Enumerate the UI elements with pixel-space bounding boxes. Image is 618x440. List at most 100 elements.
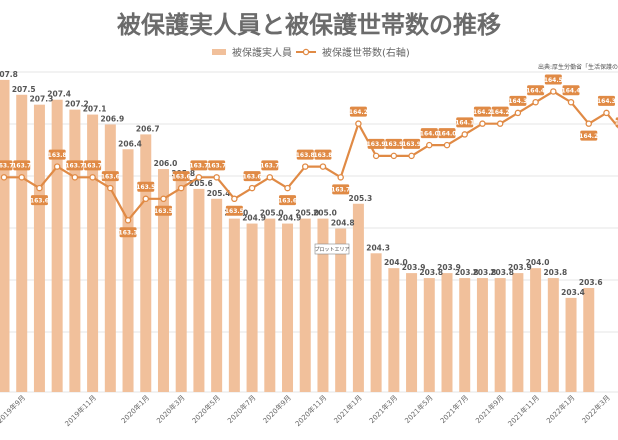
line-label-box-4	[66, 160, 84, 171]
line-label-box-15	[261, 160, 279, 171]
line-point-2	[36, 184, 43, 192]
legend-line-marker	[302, 48, 310, 56]
source-note: 出典:厚生労働省「生活保護の	[538, 63, 618, 71]
line-label-32: 164.4	[562, 88, 581, 95]
line-label-2: 163.6	[30, 197, 49, 204]
line-point-19	[337, 174, 344, 181]
bar-7	[122, 149, 134, 392]
line-point-7	[124, 217, 132, 224]
plot-area-note-box	[314, 243, 350, 255]
line-label-20: 164.2	[349, 109, 368, 116]
bar-27	[476, 278, 488, 392]
bar-3	[51, 99, 63, 392]
line-label-14: 163.6	[243, 173, 262, 180]
line-point-22	[390, 152, 398, 160]
bar-label-16: 204.9	[278, 214, 302, 223]
line-label-box-13	[225, 205, 243, 216]
line-label-31: 164.5	[544, 77, 563, 84]
bar-20	[352, 203, 364, 392]
plot-area-note: プロットエリア	[314, 243, 350, 255]
bar-label-30: 204.0	[526, 258, 550, 267]
line-point-10	[177, 184, 185, 192]
line-label-24: 164.0	[420, 130, 439, 137]
bar-6	[104, 124, 116, 392]
line-label-17: 163.8	[296, 152, 315, 159]
line-label-box-8	[137, 181, 155, 192]
bar-label-22: 204.0	[384, 258, 408, 267]
line-label-box-21	[367, 138, 385, 149]
bar-19	[335, 228, 347, 392]
line-label-box-7	[119, 227, 137, 238]
line-point-18	[319, 163, 327, 170]
line-label-box-29	[509, 95, 527, 106]
line-label-4: 163.7	[65, 163, 84, 170]
bar-label-24: 203.8	[419, 268, 443, 277]
line-label-18: 163.8	[313, 152, 332, 159]
line-label-6: 163.6	[101, 173, 120, 180]
line-point-9	[160, 195, 167, 203]
bar-label-31: 203.8	[543, 268, 567, 277]
line-label-box-14	[243, 171, 261, 182]
line-label-box-18	[314, 149, 332, 160]
bar-30	[530, 268, 542, 392]
line-label-box-34	[597, 95, 615, 106]
bar-14	[246, 223, 258, 392]
bar-label-20: 205.3	[349, 194, 373, 203]
bar-16	[282, 223, 294, 392]
bar-label-33: 203.6	[579, 278, 603, 287]
line-point-13	[231, 195, 238, 203]
line-point-17	[301, 163, 309, 170]
line-series	[0, 88, 618, 224]
line-path	[4, 90, 618, 222]
line-point-28	[496, 120, 504, 127]
line-label-23: 163.9	[402, 141, 421, 148]
bar-32	[565, 297, 577, 392]
line-data-labels: 163.7163.7163.6163.8163.7163.7163.6163.3…	[0, 74, 618, 238]
line-label-box-26	[456, 117, 474, 128]
bar-2	[33, 104, 45, 392]
line-label-box-12	[208, 160, 226, 171]
line-label-box-2	[30, 195, 48, 206]
bar-label-15: 205.0	[260, 209, 284, 218]
line-label-9: 163.5	[154, 208, 173, 215]
line-point-33	[585, 120, 593, 127]
bar-label-6: 206.9	[100, 114, 124, 123]
line-label-box-24	[420, 128, 438, 139]
line-point-5	[89, 174, 96, 181]
line-label-26: 164.1	[455, 120, 474, 127]
line-label-box-20	[349, 106, 367, 117]
bar-label-26: 203.8	[455, 268, 479, 277]
bar-0	[0, 79, 10, 393]
line-point-24	[426, 141, 433, 149]
bar-label-1: 207.5	[12, 85, 36, 94]
bar-label-23: 203.9	[402, 263, 426, 272]
line-point-3	[53, 163, 61, 170]
line-label-30: 164.4	[526, 88, 545, 95]
line-label-25: 164.0	[438, 130, 457, 137]
line-label-box-3	[48, 149, 66, 160]
line-label-box-28	[491, 106, 509, 117]
bar-label-5: 207.1	[83, 105, 107, 114]
line-label-27: 164.2	[473, 109, 492, 116]
line-label-13: 163.5	[225, 208, 244, 215]
bar-label-2: 207.3	[30, 95, 54, 104]
legend-bar-swatch	[212, 49, 226, 55]
bar-31	[547, 278, 559, 392]
line-point-20	[355, 120, 362, 127]
line-point-34	[603, 109, 610, 117]
line-point-14	[248, 184, 256, 192]
line-label-33: 164.2	[579, 133, 598, 140]
line-point-6	[107, 184, 114, 192]
bar-23	[406, 273, 418, 392]
line-label-5: 163.7	[83, 163, 102, 170]
line-label-box-1	[13, 160, 31, 171]
line-label-box-0	[0, 160, 13, 171]
line-label-1: 163.7	[12, 163, 31, 170]
bar-label-8: 206.7	[136, 124, 160, 133]
bar-label-0: 207.8	[0, 70, 18, 79]
bar-33	[583, 287, 595, 392]
plot-area-note-text: プロットエリア	[314, 247, 349, 253]
bar-11	[193, 188, 205, 392]
bar-label-9: 206.0	[154, 159, 178, 168]
line-label-8: 163.5	[136, 184, 155, 191]
